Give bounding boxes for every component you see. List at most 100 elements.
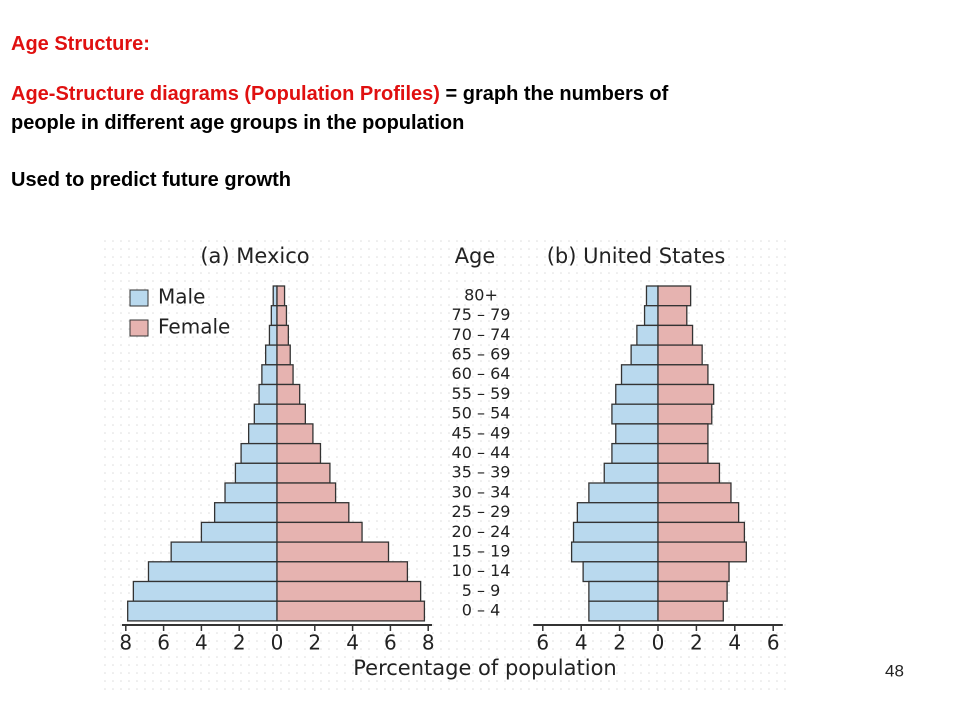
bar — [224, 482, 278, 504]
bar — [657, 580, 728, 602]
category-label: 45 – 49 — [452, 423, 511, 442]
category-label: 5 – 9 — [462, 581, 501, 600]
definition-text: people in different age groups in the po… — [11, 112, 465, 134]
bar — [657, 482, 732, 504]
x-tick-label: 6 — [384, 631, 397, 655]
category-label: 60 – 64 — [452, 364, 511, 383]
bar — [611, 403, 659, 425]
bar — [572, 521, 659, 543]
bar — [657, 383, 715, 405]
bar — [588, 482, 659, 504]
legend-label: Male — [158, 285, 205, 309]
category-label: 15 – 19 — [452, 541, 511, 560]
x-tick-label: 4 — [575, 631, 588, 655]
bar — [276, 580, 422, 602]
bar — [258, 383, 278, 405]
x-tick-label: 4 — [728, 631, 741, 655]
x-tick-label: 0 — [652, 631, 665, 655]
x-tick-label: 8 — [119, 631, 132, 655]
bar — [200, 521, 278, 543]
bar — [636, 324, 659, 346]
legend-swatch — [129, 319, 149, 337]
bar — [657, 285, 692, 307]
legend-label: Female — [158, 315, 230, 339]
bar — [276, 344, 291, 366]
bar — [276, 521, 363, 543]
bar — [588, 580, 659, 602]
category-label: 25 – 29 — [452, 502, 511, 521]
bar — [620, 364, 659, 386]
bar — [265, 344, 278, 366]
bar — [276, 600, 426, 622]
heading: Age Structure: — [11, 33, 150, 55]
bar — [276, 423, 314, 445]
definition: Age-Structure diagrams (Population Profi… — [11, 80, 668, 138]
bar — [657, 521, 746, 543]
definition-term: Age-Structure diagrams (Population Profi… — [11, 83, 440, 105]
bar — [657, 403, 713, 425]
x-tick-label: 4 — [195, 631, 208, 655]
bar — [276, 403, 307, 425]
bar — [645, 285, 659, 307]
chart-title: (b) United States — [547, 244, 726, 268]
legend-swatch — [129, 289, 149, 307]
bar — [582, 561, 659, 583]
bar — [276, 541, 390, 563]
bar — [147, 561, 278, 583]
bar — [657, 561, 730, 583]
bar — [276, 324, 289, 346]
category-label: 30 – 34 — [452, 482, 511, 501]
bar — [261, 364, 278, 386]
bar — [268, 324, 278, 346]
bar — [213, 502, 278, 524]
bar — [276, 364, 294, 386]
bar — [276, 482, 337, 504]
bar — [276, 383, 301, 405]
category-label: 50 – 54 — [452, 404, 511, 423]
bar — [576, 502, 659, 524]
bar — [276, 502, 350, 524]
x-tick-label: 4 — [346, 631, 359, 655]
x-tick-label: 6 — [536, 631, 549, 655]
bar — [657, 442, 709, 464]
category-label: 40 – 44 — [452, 443, 511, 462]
x-tick-label: 8 — [422, 631, 435, 655]
bar — [170, 541, 278, 563]
bar — [657, 423, 709, 445]
x-tick-label: 6 — [767, 631, 780, 655]
category-label: 65 – 69 — [452, 344, 511, 363]
bar — [615, 423, 659, 445]
bar — [234, 462, 278, 484]
note: Used to predict future growth — [11, 169, 291, 191]
bar — [570, 541, 659, 563]
category-label: 55 – 59 — [452, 384, 511, 403]
x-tick-label: 2 — [690, 631, 703, 655]
bar — [657, 364, 709, 386]
category-label: 35 – 39 — [452, 463, 511, 482]
bar — [276, 462, 331, 484]
x-tick-label: 2 — [233, 631, 246, 655]
category-label: 75 – 79 — [452, 305, 511, 324]
bar — [630, 344, 659, 366]
bar — [643, 305, 659, 327]
category-label: 20 – 24 — [452, 522, 511, 541]
bar — [276, 561, 409, 583]
category-label: 80+ — [464, 285, 498, 304]
bar — [657, 541, 747, 563]
category-title: Age — [455, 244, 496, 268]
bar — [615, 383, 659, 405]
bar — [657, 305, 688, 327]
category-label: 70 – 74 — [452, 325, 511, 344]
bar — [611, 442, 659, 464]
bar — [132, 580, 278, 602]
category-label: 10 – 14 — [452, 561, 511, 580]
x-tick-label: 2 — [308, 631, 321, 655]
bar — [253, 403, 278, 425]
x-tick-label: 0 — [271, 631, 284, 655]
x-tick-label: 6 — [157, 631, 170, 655]
bar — [657, 600, 724, 622]
bar — [276, 285, 286, 307]
x-tick-label: 2 — [613, 631, 626, 655]
